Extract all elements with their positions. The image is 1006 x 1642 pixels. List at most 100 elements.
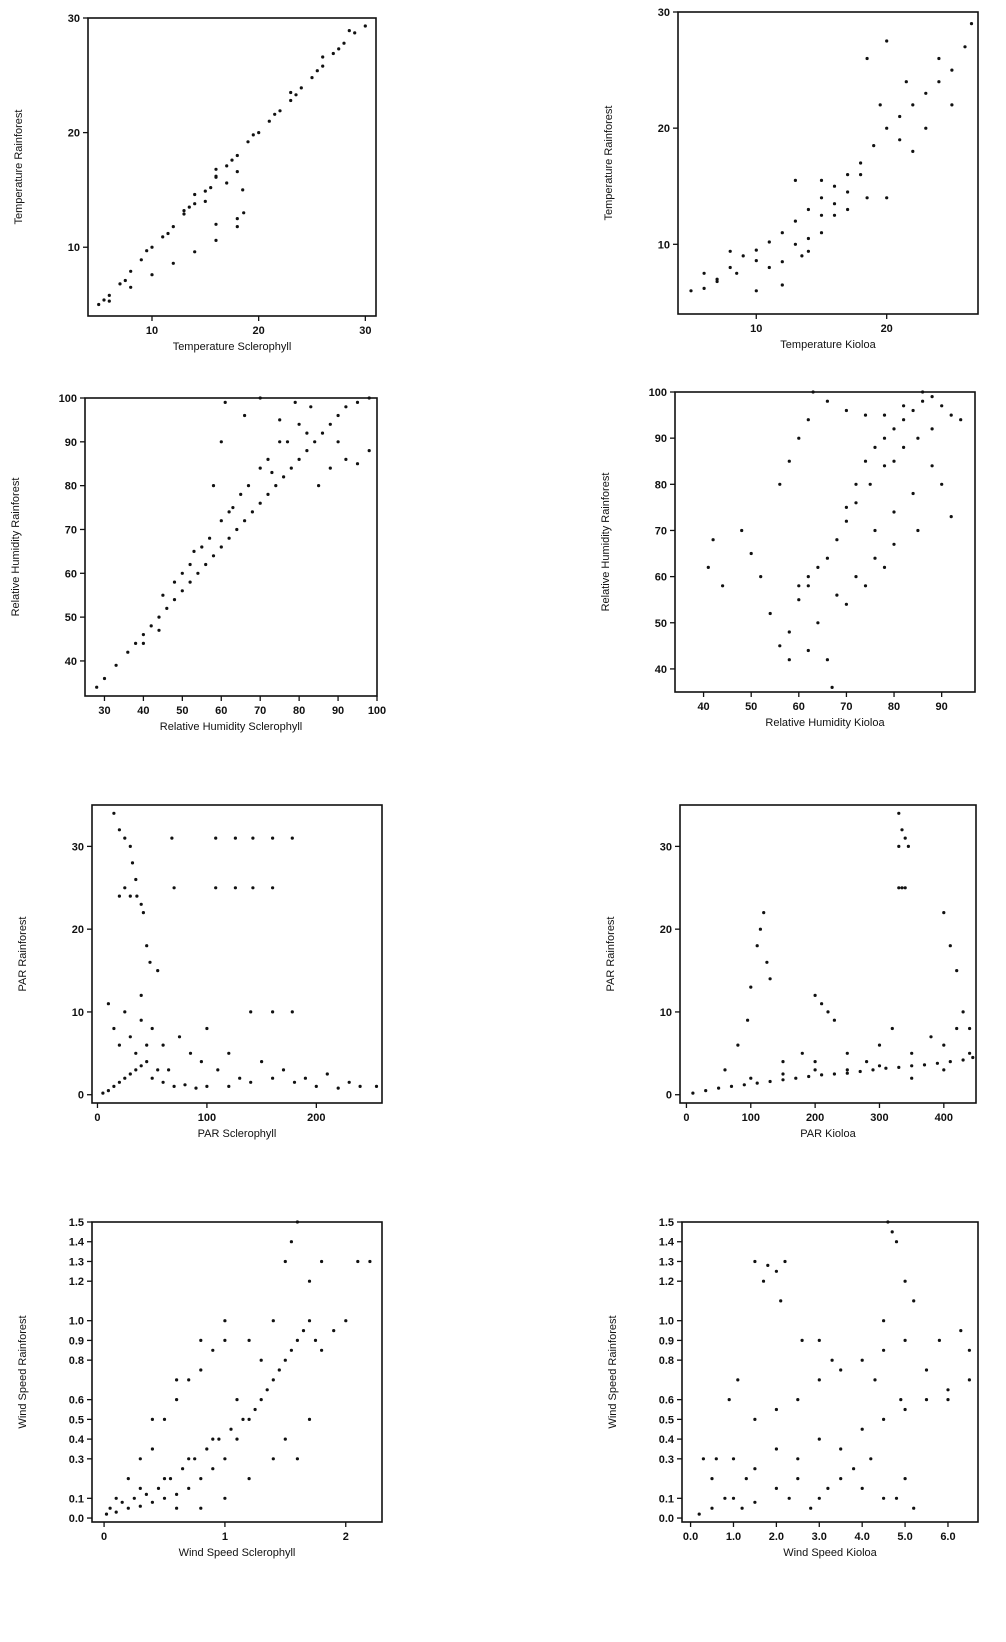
data-point xyxy=(157,628,161,632)
data-point xyxy=(930,464,934,468)
data-point xyxy=(242,211,246,215)
data-point xyxy=(873,445,877,449)
y-tick-label: 30 xyxy=(68,13,80,25)
data-point xyxy=(729,1084,734,1088)
data-point xyxy=(223,1319,227,1323)
y-tick-label: 10 xyxy=(660,1007,672,1019)
plot-frame xyxy=(674,391,976,693)
data-point xyxy=(949,413,953,417)
data-point xyxy=(749,1076,753,1080)
data-point xyxy=(301,1329,306,1333)
data-point xyxy=(175,1506,179,1510)
x-tick-label: 10 xyxy=(750,323,762,335)
data-point xyxy=(863,459,868,463)
data-point xyxy=(873,1378,877,1382)
data-point xyxy=(897,811,901,815)
data-point xyxy=(141,911,145,915)
data-point xyxy=(715,279,719,284)
x-axis-label: Temperature Kioloa xyxy=(780,339,876,351)
data-point xyxy=(959,1329,963,1333)
data-point xyxy=(903,1338,907,1342)
data-point xyxy=(199,1060,203,1064)
data-point xyxy=(820,1073,824,1077)
data-point xyxy=(283,1259,287,1264)
data-point xyxy=(172,598,177,602)
data-point xyxy=(112,1084,116,1088)
data-point xyxy=(768,977,772,981)
data-point xyxy=(767,240,771,244)
data-point xyxy=(250,510,254,514)
data-point xyxy=(367,396,371,400)
data-point xyxy=(243,413,247,418)
data-point xyxy=(278,109,282,113)
data-point xyxy=(800,254,804,258)
data-point xyxy=(203,199,207,203)
data-point xyxy=(95,685,99,689)
x-tick-label: 200 xyxy=(806,1112,824,1124)
data-point xyxy=(766,1263,770,1267)
data-point xyxy=(731,1457,736,1461)
data-point xyxy=(744,1477,748,1481)
data-point xyxy=(258,396,262,400)
data-point xyxy=(177,1035,182,1039)
data-point xyxy=(332,1329,336,1333)
data-point xyxy=(967,1348,972,1352)
data-point xyxy=(765,960,769,964)
data-point xyxy=(358,1084,362,1088)
x-tick-label: 1.0 xyxy=(726,1531,741,1543)
data-point xyxy=(754,259,758,263)
data-point xyxy=(868,482,872,486)
data-point xyxy=(878,103,882,107)
x-tick-label: 50 xyxy=(176,705,188,717)
data-point xyxy=(227,510,231,514)
data-point xyxy=(106,1002,110,1006)
data-point xyxy=(320,1348,324,1352)
data-point xyxy=(156,1486,161,1490)
data-point xyxy=(780,231,784,235)
data-point xyxy=(235,217,239,221)
data-point xyxy=(216,1068,220,1072)
data-point xyxy=(292,1080,297,1084)
data-point xyxy=(706,565,710,570)
data-point xyxy=(108,1506,112,1510)
y-tick-label: 0.0 xyxy=(659,1513,674,1525)
y-axis-label: Wind Speed Rainforest xyxy=(607,1315,619,1428)
data-point xyxy=(128,1072,132,1076)
data-point xyxy=(344,457,348,461)
y-tick-label: 80 xyxy=(655,479,667,491)
data-point xyxy=(832,202,837,206)
data-point xyxy=(950,103,954,107)
data-point xyxy=(235,1437,239,1441)
x-tick-label: 70 xyxy=(254,705,266,717)
data-point xyxy=(882,413,887,417)
data-point xyxy=(208,536,212,540)
plot-frame xyxy=(91,804,383,1104)
data-point xyxy=(278,440,282,444)
data-point xyxy=(336,1086,340,1090)
data-point xyxy=(128,1035,132,1039)
data-point xyxy=(942,1043,946,1047)
data-point xyxy=(150,245,154,249)
x-tick-label: 0 xyxy=(101,1531,107,1543)
data-point xyxy=(844,505,849,509)
data-point xyxy=(793,242,798,246)
data-point xyxy=(779,1299,783,1303)
data-point xyxy=(235,1398,239,1402)
data-point xyxy=(328,466,332,470)
data-point xyxy=(778,644,782,648)
data-point xyxy=(723,1496,727,1500)
data-point xyxy=(211,1348,215,1352)
data-point xyxy=(107,293,111,297)
data-point xyxy=(774,1407,779,1412)
data-point xyxy=(243,519,247,523)
data-point xyxy=(885,196,889,200)
data-point xyxy=(241,1417,245,1421)
data-point xyxy=(846,207,850,212)
x-tick-label: 90 xyxy=(936,701,948,713)
data-point xyxy=(241,188,245,192)
data-point xyxy=(106,1089,110,1093)
x-tick-label: 10 xyxy=(146,325,158,337)
x-tick-label: 50 xyxy=(745,701,757,713)
data-point xyxy=(825,556,830,560)
data-point xyxy=(289,98,293,103)
